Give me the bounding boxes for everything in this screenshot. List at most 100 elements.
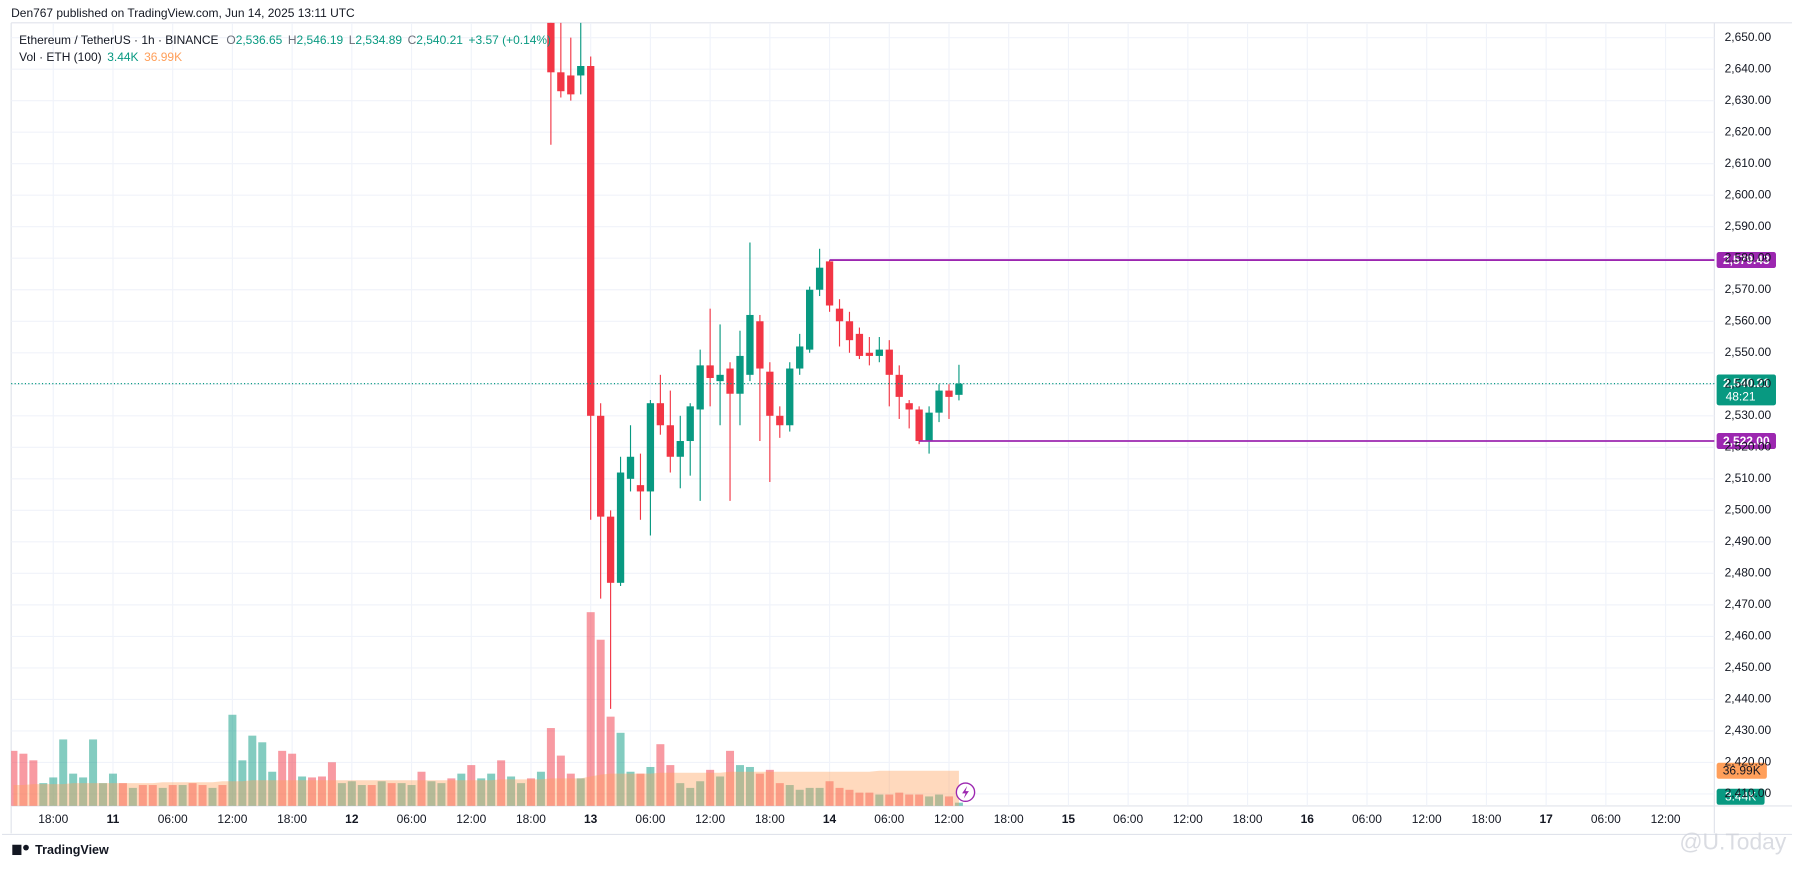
- x-tick-label: 17: [1539, 812, 1553, 826]
- candle-body: [806, 289, 814, 350]
- y-tick-label: 2,610.00: [1725, 156, 1772, 170]
- candle-body: [577, 66, 585, 76]
- volume-bar: [855, 792, 864, 806]
- y-tick-label: 2,520.00: [1725, 439, 1772, 453]
- volume-bar: [248, 735, 257, 806]
- logo-dot: [23, 844, 29, 851]
- volume-bar: [59, 739, 68, 806]
- volume-bar: [815, 787, 824, 806]
- volume-bar: [775, 783, 784, 806]
- volume-bar: [696, 781, 705, 806]
- volume-badge-label: 3.44K: [1725, 790, 1756, 804]
- volume-badge: [1716, 788, 1765, 805]
- volume-bar: [427, 781, 436, 806]
- ohlc-prefix: C: [408, 33, 417, 47]
- candle-body: [746, 314, 754, 375]
- volume-bar: [507, 776, 516, 806]
- volume-bar: [128, 787, 137, 806]
- volume-legend: Vol · ETH (100): [19, 50, 101, 64]
- ohlc-value: 2,536.65: [236, 33, 283, 47]
- candle-body: [915, 409, 923, 442]
- volume-bar: [188, 783, 197, 806]
- volume-bar: [706, 769, 715, 806]
- volume-bar: [656, 744, 665, 806]
- candle-body: [825, 261, 834, 306]
- y-tick-label: 2,430.00: [1725, 723, 1772, 737]
- volume-bar: [925, 796, 934, 806]
- symbol-legend: Ethereum / TetherUS · 1h · BINANCE O2,53…: [19, 33, 551, 47]
- volume-bar: [327, 762, 336, 806]
- volume-bar: [288, 753, 297, 806]
- candle-body: [796, 346, 804, 369]
- level-badge: [1716, 252, 1776, 269]
- volume-bar: [298, 776, 307, 806]
- x-tick-label: 12:00: [934, 812, 964, 826]
- x-tick-label: 18:00: [277, 812, 307, 826]
- ohlc-value: 2,534.89: [355, 33, 402, 47]
- candle-body: [835, 308, 844, 322]
- volume-bar: [238, 760, 247, 806]
- y-tick-label: 2,640.00: [1725, 61, 1772, 75]
- volume-bar: [158, 787, 167, 806]
- x-tick-label: 06:00: [1113, 812, 1143, 826]
- candle-body: [666, 425, 674, 457]
- volume-bar: [208, 787, 217, 806]
- candle-body: [885, 349, 893, 375]
- x-tick-label: 18:00: [516, 812, 546, 826]
- x-tick-label: 18:00: [38, 812, 68, 826]
- candle-body: [696, 365, 704, 410]
- candle-body: [567, 75, 575, 95]
- volume-bar: [825, 781, 834, 806]
- volume-bar: [447, 778, 456, 806]
- candle-body: [865, 352, 874, 356]
- volume-ma-last: 36.99K: [144, 50, 182, 64]
- x-tick-label: 15: [1062, 812, 1076, 826]
- volume-bar: [417, 771, 426, 806]
- volume-bar: [99, 783, 108, 806]
- y-tick-label: 2,510.00: [1725, 471, 1772, 485]
- candle-body: [736, 355, 744, 394]
- level-label: 2,522.00: [1723, 434, 1770, 448]
- volume-bar: [407, 785, 416, 806]
- x-tick-label: 18:00: [1233, 812, 1263, 826]
- ohlc-prefix: H: [288, 33, 297, 47]
- x-tick-label: 12:00: [456, 812, 486, 826]
- y-tick-label: 2,530.00: [1725, 408, 1772, 422]
- candle-body: [815, 267, 824, 290]
- volume-bar: [935, 794, 944, 806]
- candle-body: [616, 472, 625, 583]
- volume-bar: [576, 778, 585, 806]
- volume-bar: [497, 760, 506, 806]
- y-tick-label: 2,550.00: [1725, 345, 1772, 359]
- volume-bar: [944, 796, 953, 806]
- x-tick-label: 12: [345, 812, 359, 826]
- candle-body: [955, 383, 963, 395]
- volume-bar: [148, 785, 157, 806]
- volume-bar: [457, 773, 466, 806]
- footer-brand: TradingView: [35, 843, 109, 857]
- alert-bolt: [962, 785, 969, 799]
- x-tick-label: 06:00: [1352, 812, 1382, 826]
- volume-bar: [895, 792, 904, 806]
- volume-bar: [845, 789, 854, 806]
- x-tick-label: 12:00: [695, 812, 725, 826]
- volume-bar: [755, 773, 764, 806]
- x-tick-label: 12:00: [1173, 812, 1203, 826]
- candle-body: [845, 321, 854, 341]
- volume-bar: [636, 773, 645, 806]
- x-tick-label: 18:00: [1471, 812, 1501, 826]
- y-tick-label: 2,560.00: [1725, 313, 1772, 327]
- y-tick-label: 2,470.00: [1725, 597, 1772, 611]
- candle-body: [786, 368, 794, 426]
- volume-bar: [477, 778, 486, 806]
- last-price-label: 2,540.21: [1723, 376, 1770, 390]
- volume-bar: [19, 753, 28, 806]
- volume-bar: [805, 787, 814, 806]
- volume-bar: [517, 783, 526, 806]
- ohlc-prefix: O: [226, 33, 235, 47]
- volume-bar: [337, 783, 346, 806]
- candle-body: [945, 390, 953, 397]
- volume-bar: [835, 787, 844, 806]
- volume-bar: [526, 778, 535, 806]
- x-tick-label: 06:00: [874, 812, 904, 826]
